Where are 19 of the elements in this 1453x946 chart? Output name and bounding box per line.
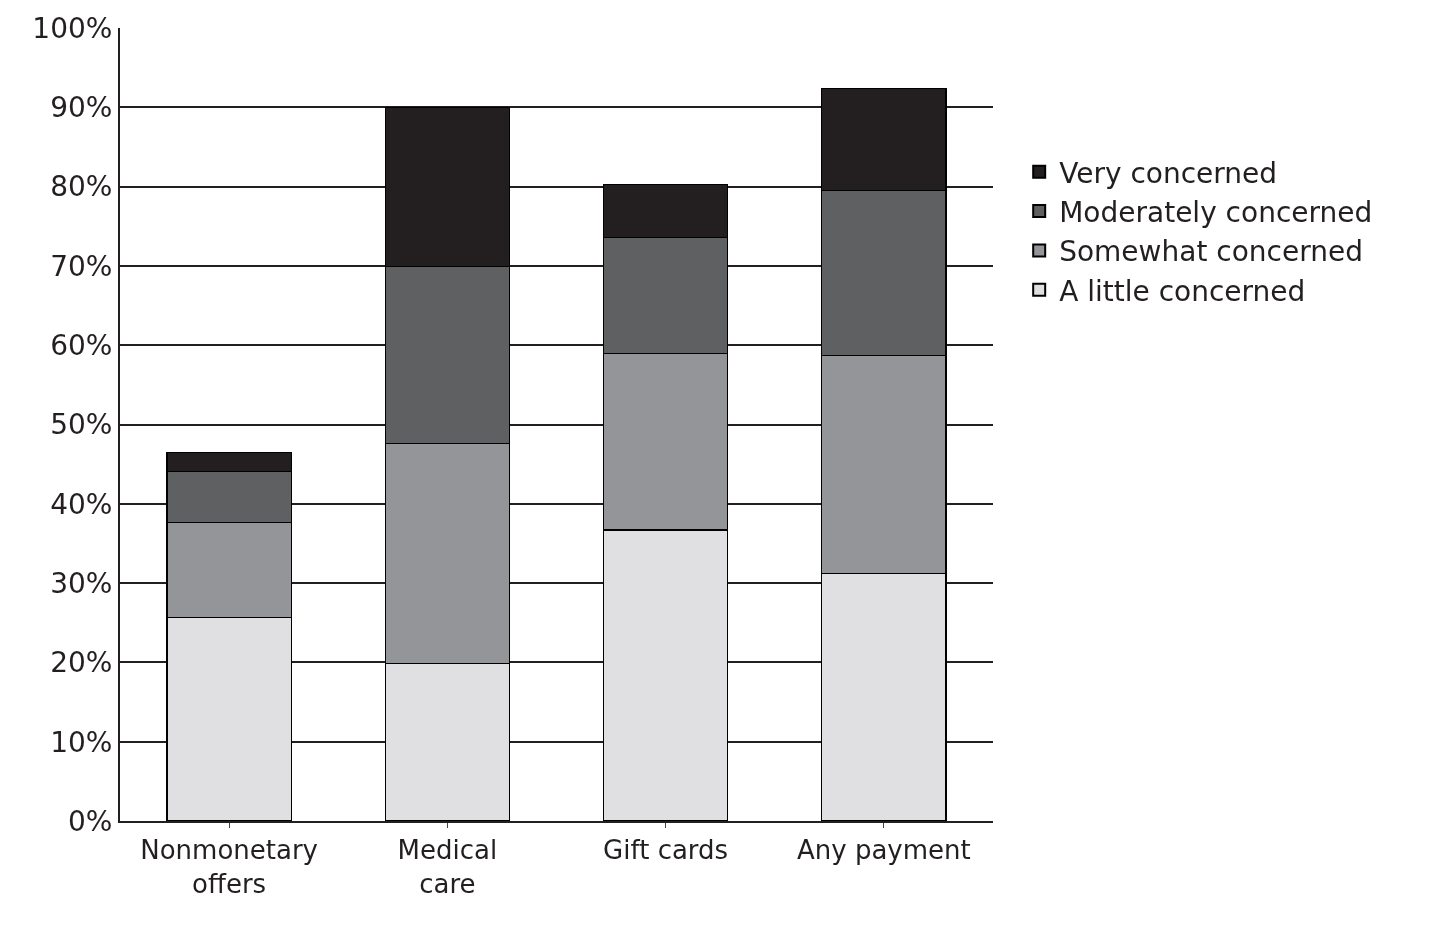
y-tick-label: 70% — [50, 249, 113, 283]
legend-label: A little concerned — [1059, 274, 1306, 308]
y-tick-label: 0% — [67, 804, 113, 838]
y-tick-label: 40% — [50, 487, 113, 521]
y-tick-label: 30% — [50, 566, 113, 600]
y-tick-label: 10% — [50, 725, 113, 759]
y-tick-label: 90% — [50, 91, 113, 125]
x-tick-label: Gift cards — [603, 835, 729, 866]
y-tick-label: 80% — [50, 170, 113, 204]
legend-label: Very concerned — [1059, 156, 1278, 190]
y-tick-label: 60% — [50, 329, 113, 362]
y-tick-label: 50% — [50, 408, 113, 442]
legend-label: Somewhat concerned — [1059, 235, 1363, 269]
x-tick-label: Medical care — [397, 835, 498, 899]
y-tick-label: 20% — [50, 646, 113, 680]
x-tick-label: Any payment — [797, 835, 971, 866]
legend-label: Moderately concerned — [1059, 195, 1373, 229]
y-tick-label: 100% — [32, 11, 113, 45]
x-tick-label: Nonmonetary offers — [140, 835, 319, 899]
